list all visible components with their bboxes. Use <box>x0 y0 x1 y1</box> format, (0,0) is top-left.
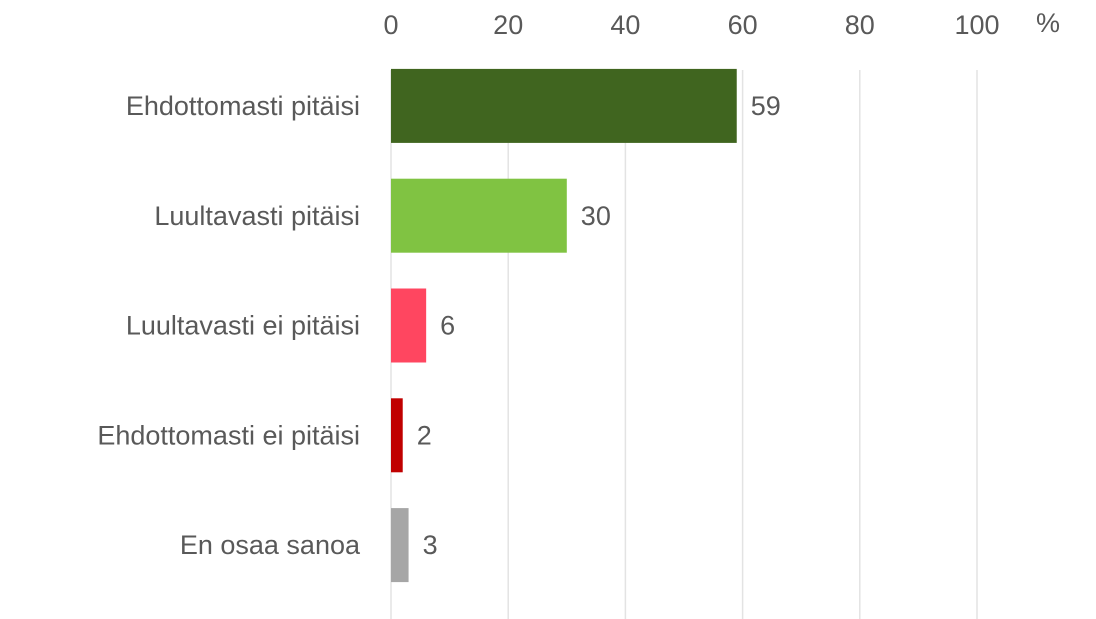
x-tick-label: 100 <box>954 10 999 40</box>
y-tick-label: Luultavasti pitäisi <box>154 201 360 231</box>
data-label: 30 <box>581 201 611 231</box>
y-tick-label: Ehdottomasti pitäisi <box>126 91 360 121</box>
data-label: 3 <box>423 530 438 560</box>
bar <box>391 288 427 363</box>
bar <box>391 508 409 583</box>
x-tick-label: 60 <box>728 10 758 40</box>
y-tick-label: En osaa sanoa <box>180 530 361 560</box>
bar <box>391 398 403 473</box>
x-tick-label: 0 <box>383 10 398 40</box>
y-tick-label: Ehdottomasti ei pitäisi <box>97 420 360 450</box>
bar <box>391 68 737 143</box>
x-tick-label: 80 <box>845 10 875 40</box>
data-label: 6 <box>440 311 455 341</box>
x-tick-label: 40 <box>610 10 640 40</box>
x-axis-label: % <box>1036 8 1060 38</box>
x-tick-label: 20 <box>493 10 523 40</box>
y-tick-label: Luultavasti ei pitäisi <box>126 311 360 341</box>
data-label: 2 <box>417 420 432 450</box>
bar <box>391 178 567 253</box>
data-label: 59 <box>751 91 781 121</box>
